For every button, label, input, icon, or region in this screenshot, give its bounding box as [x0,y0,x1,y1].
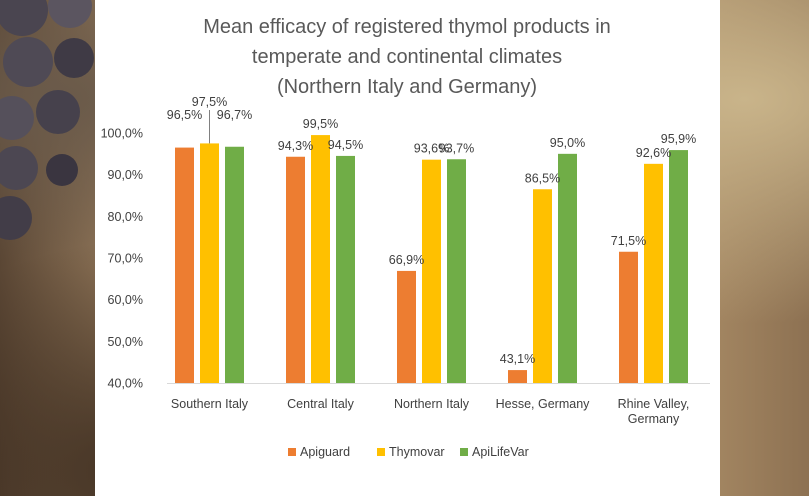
data-label: 95,0% [550,136,585,150]
bar-apiguard [175,147,194,383]
x-tick-label: Central Italy [287,397,354,411]
y-tick-label: 40,0% [108,377,143,391]
y-tick-label: 90,0% [108,168,143,182]
chart-title-line: temperate and continental climates [252,46,562,68]
y-tick-label: 80,0% [108,210,143,224]
data-label: 94,5% [328,138,363,152]
x-tick-label: Southern Italy [171,397,249,411]
bar-apilifevar [447,159,466,383]
bar-chart: Mean efficacy of registered thymol produ… [101,16,710,459]
legend-label-apiguard: Apiguard [300,445,350,459]
legend-swatch-thymovar [377,448,385,456]
bar-apilifevar [225,146,244,383]
data-label: 92,6% [636,146,671,160]
grape-cluster-background [0,0,94,240]
bar-apiguard [286,156,305,383]
bar-thymovar [644,163,663,383]
y-tick-label: 60,0% [108,293,143,307]
legend: Apiguard Thymovar ApiLifeVar [288,445,529,459]
x-tick-label: Hesse, Germany [496,397,591,411]
y-tick-label: 100,0% [101,127,143,141]
bar-thymovar [533,189,552,383]
data-label: 86,5% [525,171,560,185]
x-tick-label: Rhine Valley, [618,397,690,411]
data-label: 66,9% [389,253,424,267]
bar-thymovar [422,159,441,383]
legend-swatch-apiguard [288,448,296,456]
bars [175,135,688,383]
y-axis: 40,0% 50,0% 60,0% 70,0% 80,0% 90,0% 100,0% [101,127,143,391]
data-label: 96,5% [167,108,202,122]
chart-title-line: (Northern Italy and Germany) [277,76,537,98]
bar-apiguard [619,251,638,383]
data-label: 99,5% [303,117,338,131]
x-axis: Southern Italy Central Italy Northern Ital… [167,383,710,426]
x-tick-label: Northern Italy [394,397,470,411]
y-tick-label: 70,0% [108,252,143,266]
chart-card: Mean efficacy of registered thymol produ… [95,0,720,496]
bar-thymovar [200,143,219,383]
bar-apilifevar [558,153,577,383]
bar-thymovar [311,135,330,383]
bar-apilifevar [336,155,355,383]
data-labels: 96,5%97,5%96,7% 94,3% 99,5% 94,5% 66,9% 93,6%… [167,95,696,366]
x-tick-label: Germany [628,412,680,426]
data-label: 43,1% [500,352,535,366]
legend-label-apilifevar: ApiLifeVar [472,445,529,459]
data-label: 95,9% [661,132,696,146]
data-label: 96,7% [217,108,252,122]
y-tick-label: 50,0% [108,335,143,349]
data-label: 93,7% [439,141,474,155]
data-label: 94,3% [278,139,313,153]
chart-title: Mean efficacy of registered thymol produ… [203,16,611,98]
bar-apiguard [508,370,527,383]
data-label: 71,5% [611,234,646,248]
data-label: 93,6% [414,142,449,156]
data-label: 97,5% [192,95,227,109]
bar-apiguard [397,270,416,383]
chart-title-line: Mean efficacy of registered thymol produ… [203,16,611,38]
legend-label-thymovar: Thymovar [389,445,445,459]
bar-apilifevar [669,150,688,383]
legend-swatch-apilifevar [460,448,468,456]
